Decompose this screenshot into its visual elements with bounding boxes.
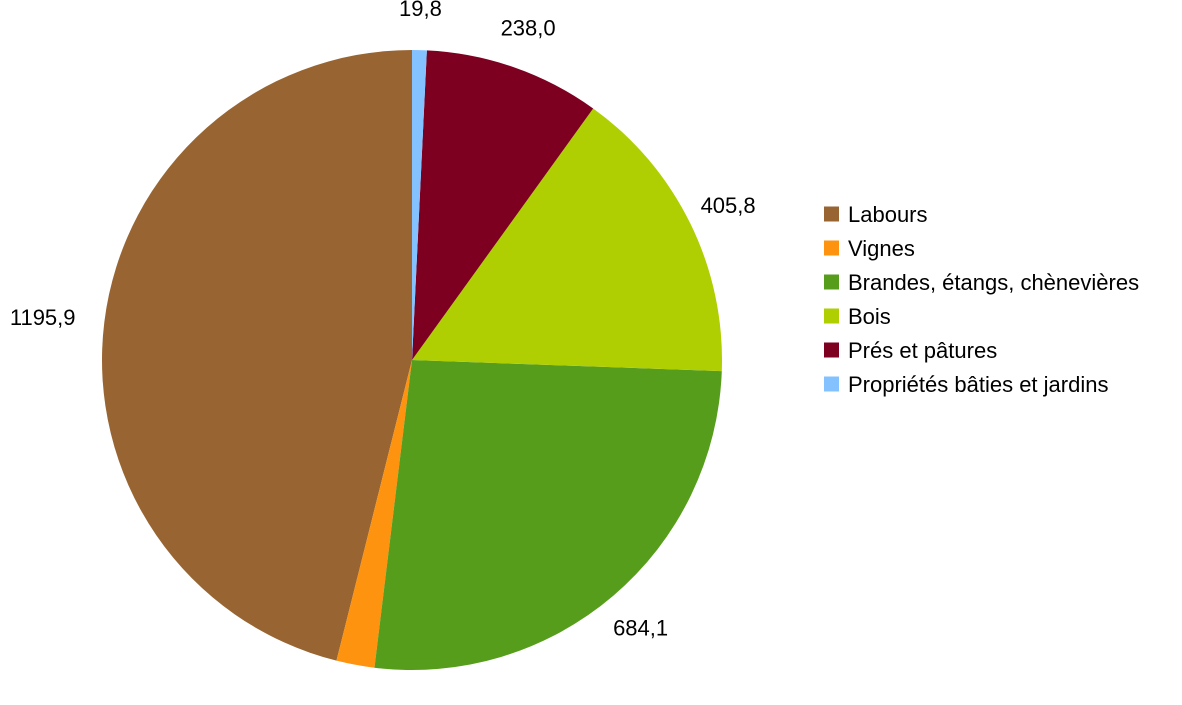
pie-slice — [374, 360, 722, 671]
slice-value-label: 684,1 — [613, 616, 668, 641]
legend-label: Vignes — [848, 236, 915, 261]
pie-slice — [412, 108, 722, 372]
legend-label: Propriétés bâties et jardins — [848, 372, 1108, 397]
legend-label: Prés et pâtures — [848, 338, 997, 363]
slice-value-label: 238,0 — [501, 16, 556, 41]
slice-value-label: 1195,9 — [10, 305, 76, 330]
legend-swatch — [824, 206, 839, 222]
slice-value-label: 19,8 — [399, 0, 442, 21]
pie-slice — [412, 50, 427, 360]
legend-swatch — [824, 274, 839, 290]
slice-value-label: 405,8 — [701, 193, 756, 218]
legend-label: Labours — [848, 202, 928, 227]
pie-slice — [336, 360, 412, 668]
legend-swatch — [824, 376, 839, 392]
legend-swatch — [824, 308, 839, 324]
pie-slice — [412, 50, 594, 361]
legend-label: Bois — [848, 304, 891, 329]
legend-swatch — [824, 342, 839, 358]
legend: Labours Vignes Brandes, étangs, chènevière… — [824, 202, 1139, 397]
legend-swatch — [824, 240, 839, 256]
legend-label: Brandes, étangs, chènevières — [848, 270, 1139, 295]
pie-slice — [101, 50, 413, 661]
pie-slices — [101, 50, 722, 671]
